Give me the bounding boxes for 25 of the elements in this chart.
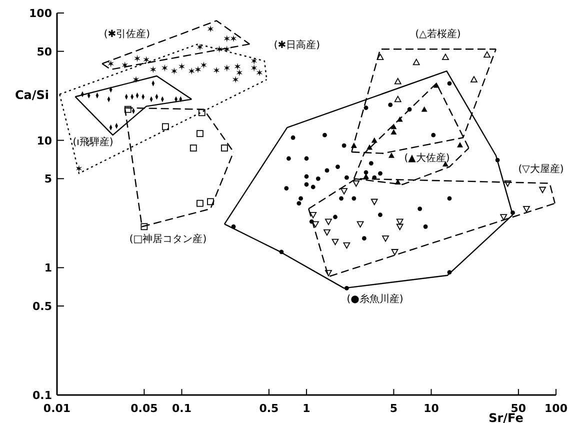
x-tick-label: 0.1 [172, 402, 192, 415]
series-label: (✱日高産) [274, 39, 320, 51]
y-tick-label: 100 [29, 7, 52, 20]
x-tick-label: 100 [544, 402, 568, 415]
y-tick-label: 0.5 [32, 300, 52, 313]
x-axis-title: Sr/Fe [488, 411, 524, 423]
x-tick-label: 1 [302, 402, 310, 415]
y-tick-label: 1 [44, 262, 52, 275]
series-label: (▲大佐産) [404, 152, 450, 164]
x-tick-label: 5 [390, 402, 398, 415]
x-tick-label: 0.01 [43, 402, 71, 415]
y-tick-label: 10 [36, 134, 52, 148]
series-label: (△若桜産) [415, 28, 461, 40]
x-tick-label: 0.05 [130, 402, 158, 415]
series-label: (●糸魚川産) [346, 293, 404, 305]
y-tick-label: 5 [44, 172, 52, 186]
y-tick-label: 50 [36, 45, 52, 58]
series-label: (□神居コタン産) [129, 233, 207, 245]
series-label: (▽大屋産) [518, 163, 564, 175]
y-axis-title: Ca/Si [14, 88, 49, 102]
series-label: (ı飛騨産) [72, 136, 114, 148]
y-tick-label: 0.1 [32, 389, 52, 402]
series-label: (✱引佐産) [104, 28, 150, 40]
x-tick-label: 10 [424, 402, 440, 415]
x-tick-label: 0.5 [259, 402, 279, 415]
